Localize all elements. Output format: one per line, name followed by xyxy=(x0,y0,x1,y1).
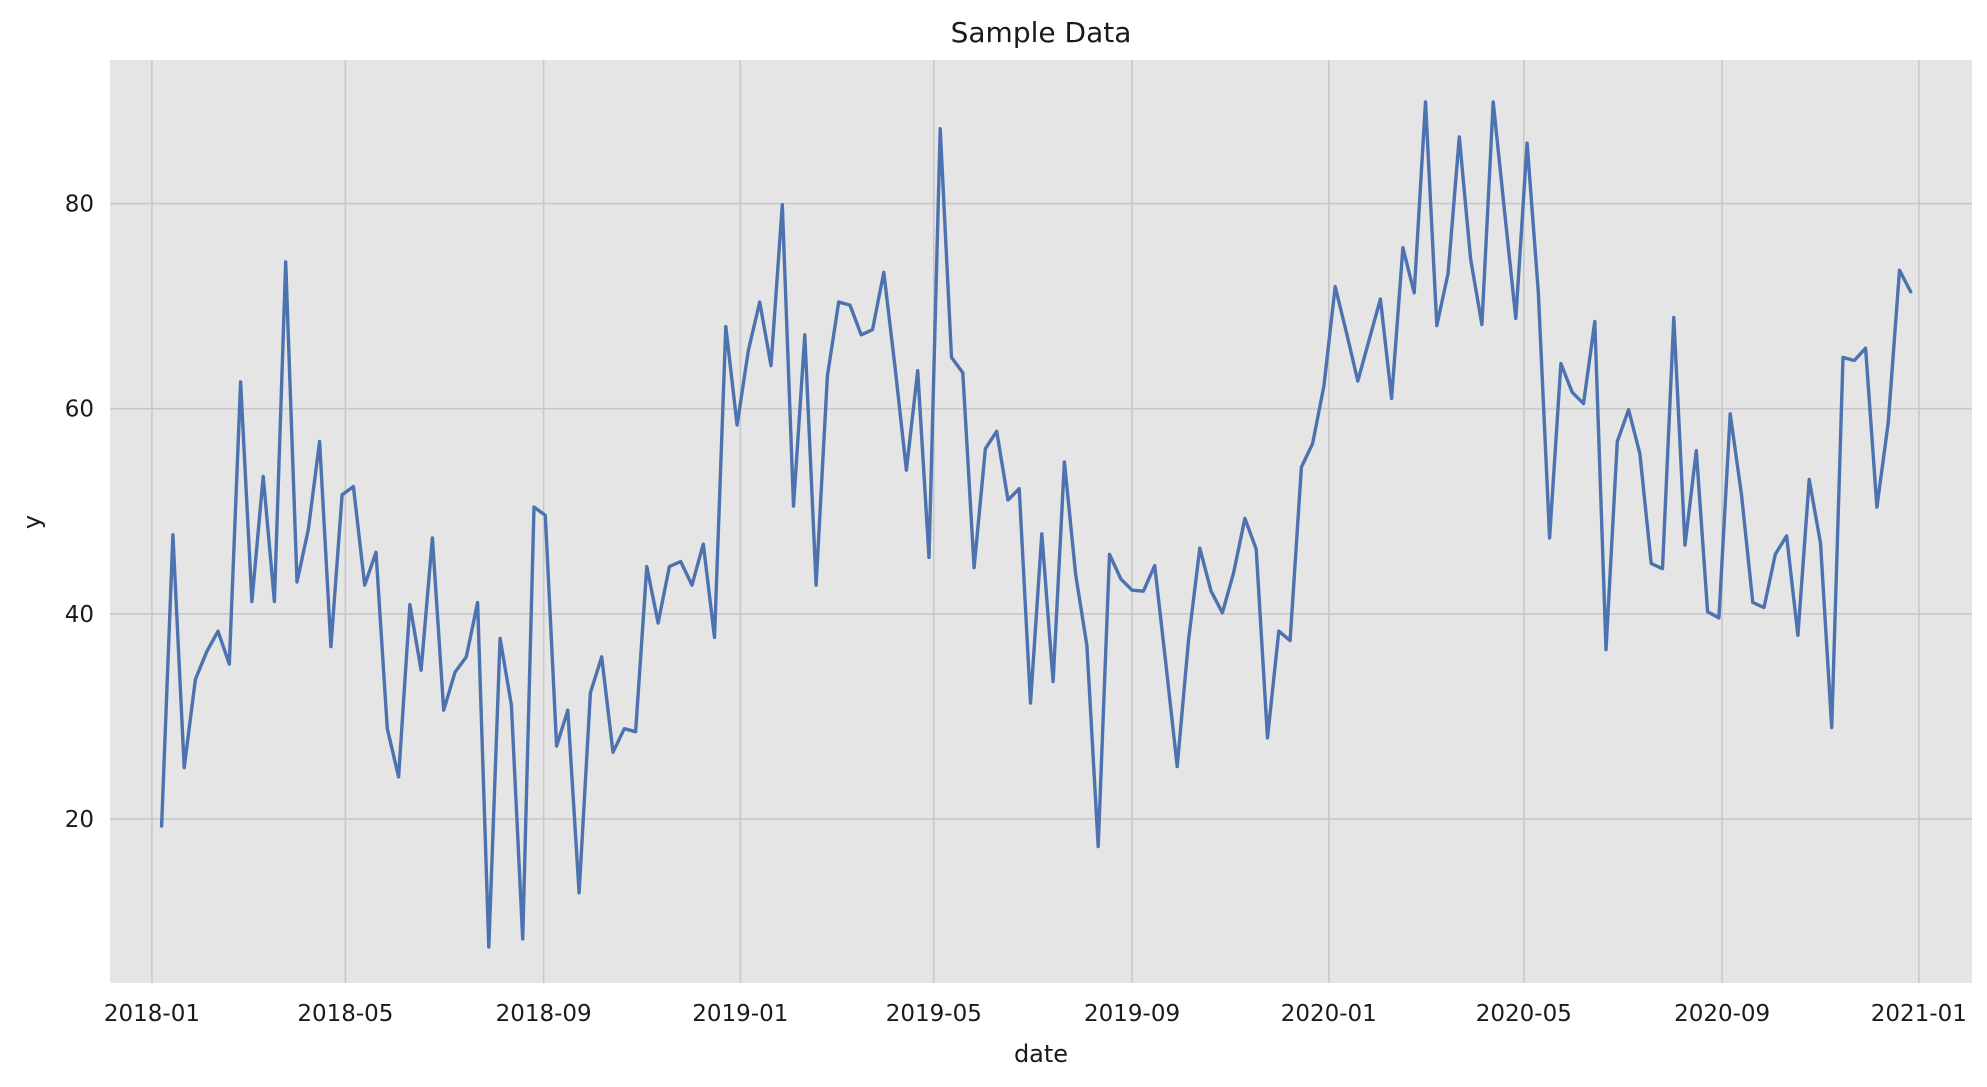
plot-background xyxy=(110,60,1972,983)
x-tick-label: 2019-09 xyxy=(1084,1001,1180,1027)
y-gridlines xyxy=(110,202,1972,820)
y-tick-label: 60 xyxy=(65,397,94,423)
x-tick-labels: 2018-01 2018-05 2018-09 2019-01 2019-05 2019-… xyxy=(104,1001,1967,1027)
x-tick-label: 2021-01 xyxy=(1871,1001,1967,1027)
series-layer xyxy=(159,100,1913,949)
series-line xyxy=(159,100,1913,949)
x-tick-label: 2018-09 xyxy=(496,1001,592,1027)
x-tick-label: 2018-01 xyxy=(104,1001,200,1027)
y-tick-label: 20 xyxy=(65,807,94,833)
x-gridlines xyxy=(151,60,1920,983)
x-tick-label: 2020-05 xyxy=(1476,1001,1572,1027)
chart-title: Sample Data xyxy=(951,16,1132,49)
y-tick-label: 80 xyxy=(65,192,94,218)
x-tick-label: 2020-09 xyxy=(1674,1001,1770,1027)
x-axis-label: date xyxy=(1014,1040,1068,1068)
y-tick-labels: 20 40 60 80 xyxy=(65,192,94,833)
y-axis-label: y xyxy=(18,515,46,529)
x-tick-label: 2018-05 xyxy=(297,1001,393,1027)
x-tick-label: 2020-01 xyxy=(1281,1001,1377,1027)
x-tick-label: 2019-01 xyxy=(692,1001,788,1027)
y-tick-label: 40 xyxy=(65,602,94,628)
x-tick-label: 2019-05 xyxy=(886,1001,982,1027)
